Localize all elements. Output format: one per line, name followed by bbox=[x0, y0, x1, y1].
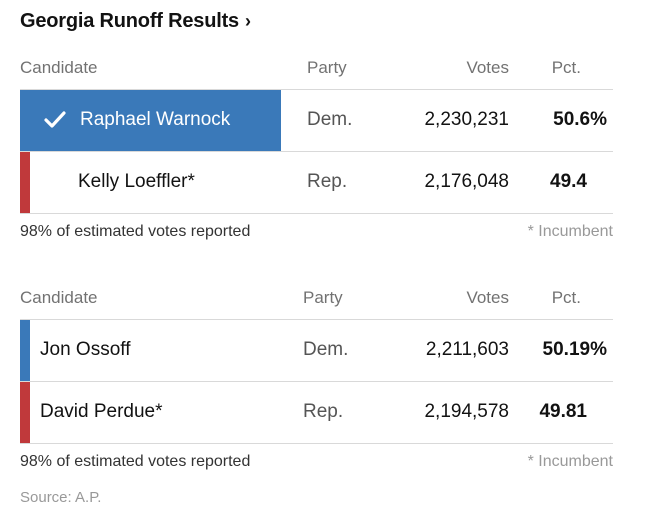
candidate-pct: 50.6% bbox=[553, 109, 607, 130]
candidate-party: Rep. bbox=[303, 401, 344, 422]
results-title-link[interactable]: Georgia Runoff Results › bbox=[20, 10, 251, 33]
senate-race-table-2: Candidate Party Votes Pct. Jon Ossoff De… bbox=[20, 282, 613, 480]
candidate-party: Dem. bbox=[303, 339, 349, 360]
checkmark-icon bbox=[44, 111, 66, 128]
candidate-votes: 2,230,231 bbox=[424, 109, 509, 130]
candidate-name: Raphael Warnock bbox=[80, 109, 231, 130]
header-pct: Pct. bbox=[551, 288, 581, 307]
incumbent-note: * Incumbent bbox=[527, 223, 613, 240]
candidate-votes: 2,176,048 bbox=[424, 171, 509, 192]
header-candidate: Candidate bbox=[20, 58, 98, 77]
table-header: Candidate Party Votes Pct. bbox=[20, 52, 613, 90]
header-party: Party bbox=[303, 288, 343, 307]
candidate-votes: 2,194,578 bbox=[424, 401, 509, 422]
candidate-pct: 50.19% bbox=[542, 339, 607, 360]
header-votes: Votes bbox=[466, 58, 509, 77]
party-color-bar bbox=[20, 152, 30, 213]
candidate-row: Raphael Warnock Dem. 2,230,231 50.6% bbox=[20, 90, 613, 152]
votes-reported-note: 98% of estimated votes reported bbox=[20, 453, 251, 470]
source-credit: Source: A.P. bbox=[20, 489, 102, 506]
party-color-bar bbox=[20, 382, 30, 443]
candidate-name: Jon Ossoff bbox=[40, 339, 131, 360]
header-votes: Votes bbox=[466, 288, 509, 307]
header-party: Party bbox=[307, 58, 347, 77]
party-color-bar bbox=[20, 320, 30, 381]
header-candidate: Candidate bbox=[20, 288, 98, 307]
results-title: Georgia Runoff Results bbox=[20, 10, 239, 32]
table-footer: 98% of estimated votes reported * Incumb… bbox=[20, 214, 613, 250]
candidate-party: Rep. bbox=[307, 171, 348, 192]
chevron-right-icon: › bbox=[244, 11, 251, 31]
candidate-row: Jon Ossoff Dem. 2,211,603 50.19% bbox=[20, 320, 613, 382]
candidate-votes: 2,211,603 bbox=[425, 339, 509, 360]
winner-highlight bbox=[20, 90, 281, 151]
incumbent-note: * Incumbent bbox=[527, 453, 613, 470]
candidate-party: Dem. bbox=[307, 109, 353, 130]
candidate-row: Kelly Loeffler* Rep. 2,176,048 49.4 bbox=[20, 152, 613, 214]
candidate-pct: 49.81 bbox=[539, 401, 587, 422]
senate-race-table-1: Candidate Party Votes Pct. Raphael Warno… bbox=[20, 52, 613, 250]
table-footer: 98% of estimated votes reported * Incumb… bbox=[20, 444, 613, 480]
candidate-name: Kelly Loeffler* bbox=[78, 171, 195, 192]
candidate-pct: 49.4 bbox=[550, 171, 587, 192]
candidate-row: David Perdue* Rep. 2,194,578 49.81 bbox=[20, 382, 613, 444]
table-header: Candidate Party Votes Pct. bbox=[20, 282, 613, 320]
header-pct: Pct. bbox=[551, 58, 581, 77]
candidate-name: David Perdue* bbox=[40, 401, 163, 422]
votes-reported-note: 98% of estimated votes reported bbox=[20, 223, 251, 240]
